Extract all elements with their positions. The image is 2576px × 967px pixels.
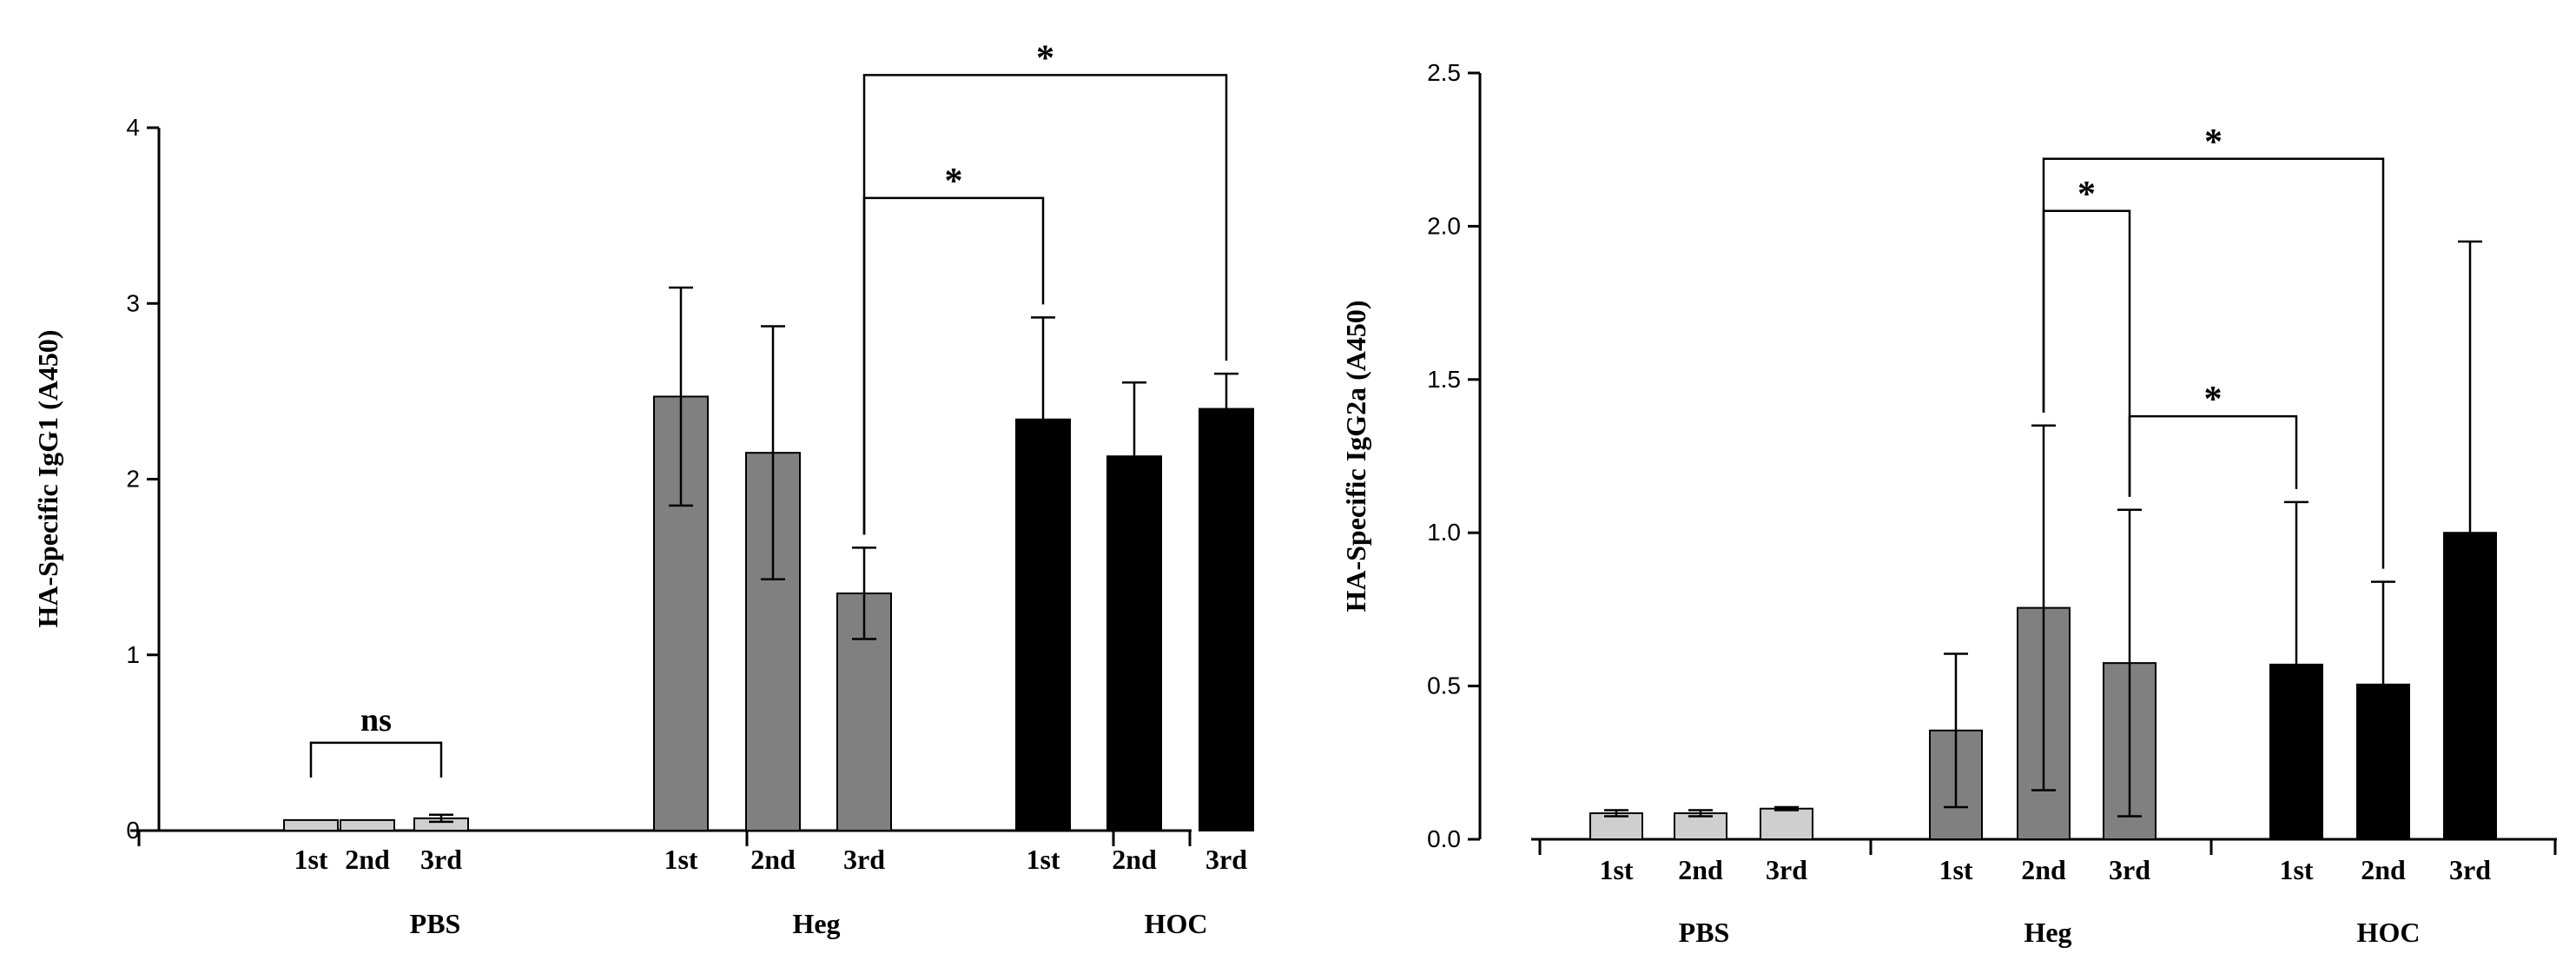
x-category-label: 1st bbox=[1599, 854, 1633, 885]
y-axis-label: HA-Specific IgG1 (A450) bbox=[32, 329, 63, 627]
y-tick-label: 2.0 bbox=[1427, 212, 1461, 239]
x-group-label: Heg bbox=[792, 908, 840, 939]
igg2a-chart: 0.0 0.5 1.0 1.5 2.0 2.5 HA-Specific IgG2a (A45… bbox=[1340, 59, 2557, 948]
significance-label: * bbox=[1036, 38, 1054, 78]
bar bbox=[653, 395, 709, 831]
y-axis-label: HA-Specific IgG2a (A450) bbox=[1340, 300, 1371, 612]
bar bbox=[1589, 812, 1643, 841]
x-category-label: 1st bbox=[1939, 854, 1972, 885]
significance-bracket bbox=[2042, 209, 2131, 497]
x-category-label: 2nd bbox=[1678, 854, 1723, 885]
bar bbox=[1760, 807, 1813, 840]
x-group-label: Heg bbox=[2024, 917, 2071, 948]
x-group-label: HOC bbox=[2357, 917, 2421, 948]
igg1-chart: 01234HA-Specific IgG1 (A450)1st2nd3rd1st… bbox=[32, 38, 1254, 939]
x-category-label: 2nd bbox=[1112, 844, 1157, 875]
significance-bracket bbox=[309, 741, 443, 778]
significance-label: * bbox=[2204, 123, 2223, 162]
significance-bracket bbox=[2042, 157, 2385, 569]
bar bbox=[1199, 407, 1254, 831]
x-category-label: 1st bbox=[294, 844, 327, 875]
significance-label: * bbox=[2077, 175, 2096, 215]
x-category-label: 3rd bbox=[2109, 854, 2150, 885]
y-tick-label: 3 bbox=[126, 289, 140, 316]
y-tick-label: 2.5 bbox=[1427, 59, 1461, 86]
x-category-label: 1st bbox=[1026, 844, 1060, 875]
x-category-label: 3rd bbox=[420, 844, 462, 875]
y-tick-label: 0.5 bbox=[1427, 672, 1461, 699]
x-category-label: 3rd bbox=[1766, 854, 1807, 885]
y-tick-label: 1.5 bbox=[1427, 366, 1461, 393]
y-tick-label: 0.0 bbox=[1427, 825, 1461, 852]
x-category-label: 1st bbox=[2279, 854, 2313, 885]
y-tick-label: 2 bbox=[126, 466, 140, 493]
x-category-label: 1st bbox=[664, 844, 697, 875]
y-tick-label: 1.0 bbox=[1427, 519, 1461, 546]
bar bbox=[340, 818, 395, 831]
x-category-label: 2nd bbox=[345, 844, 390, 875]
x-group-label: PBS bbox=[410, 908, 461, 939]
x-category-label: 2nd bbox=[2021, 854, 2066, 885]
x-category-label: 3rd bbox=[2449, 854, 2491, 885]
x-category-label: 2nd bbox=[750, 844, 796, 875]
x-group-label: PBS bbox=[1679, 917, 1730, 948]
significance-label: * bbox=[945, 162, 963, 202]
x-category-label: 2nd bbox=[2361, 854, 2406, 885]
x-group-label: HOC bbox=[1145, 908, 1208, 939]
x-category-label: 3rd bbox=[843, 844, 885, 875]
significance-label: * bbox=[2204, 380, 2223, 420]
y-tick-label: 4 bbox=[126, 114, 140, 141]
significance-bracket bbox=[2128, 414, 2298, 497]
significance-label: ns bbox=[360, 702, 392, 738]
bar bbox=[283, 818, 339, 831]
y-tick-label: 1 bbox=[126, 641, 140, 668]
significance-bracket bbox=[862, 74, 1228, 535]
x-category-label: 3rd bbox=[1205, 844, 1247, 875]
